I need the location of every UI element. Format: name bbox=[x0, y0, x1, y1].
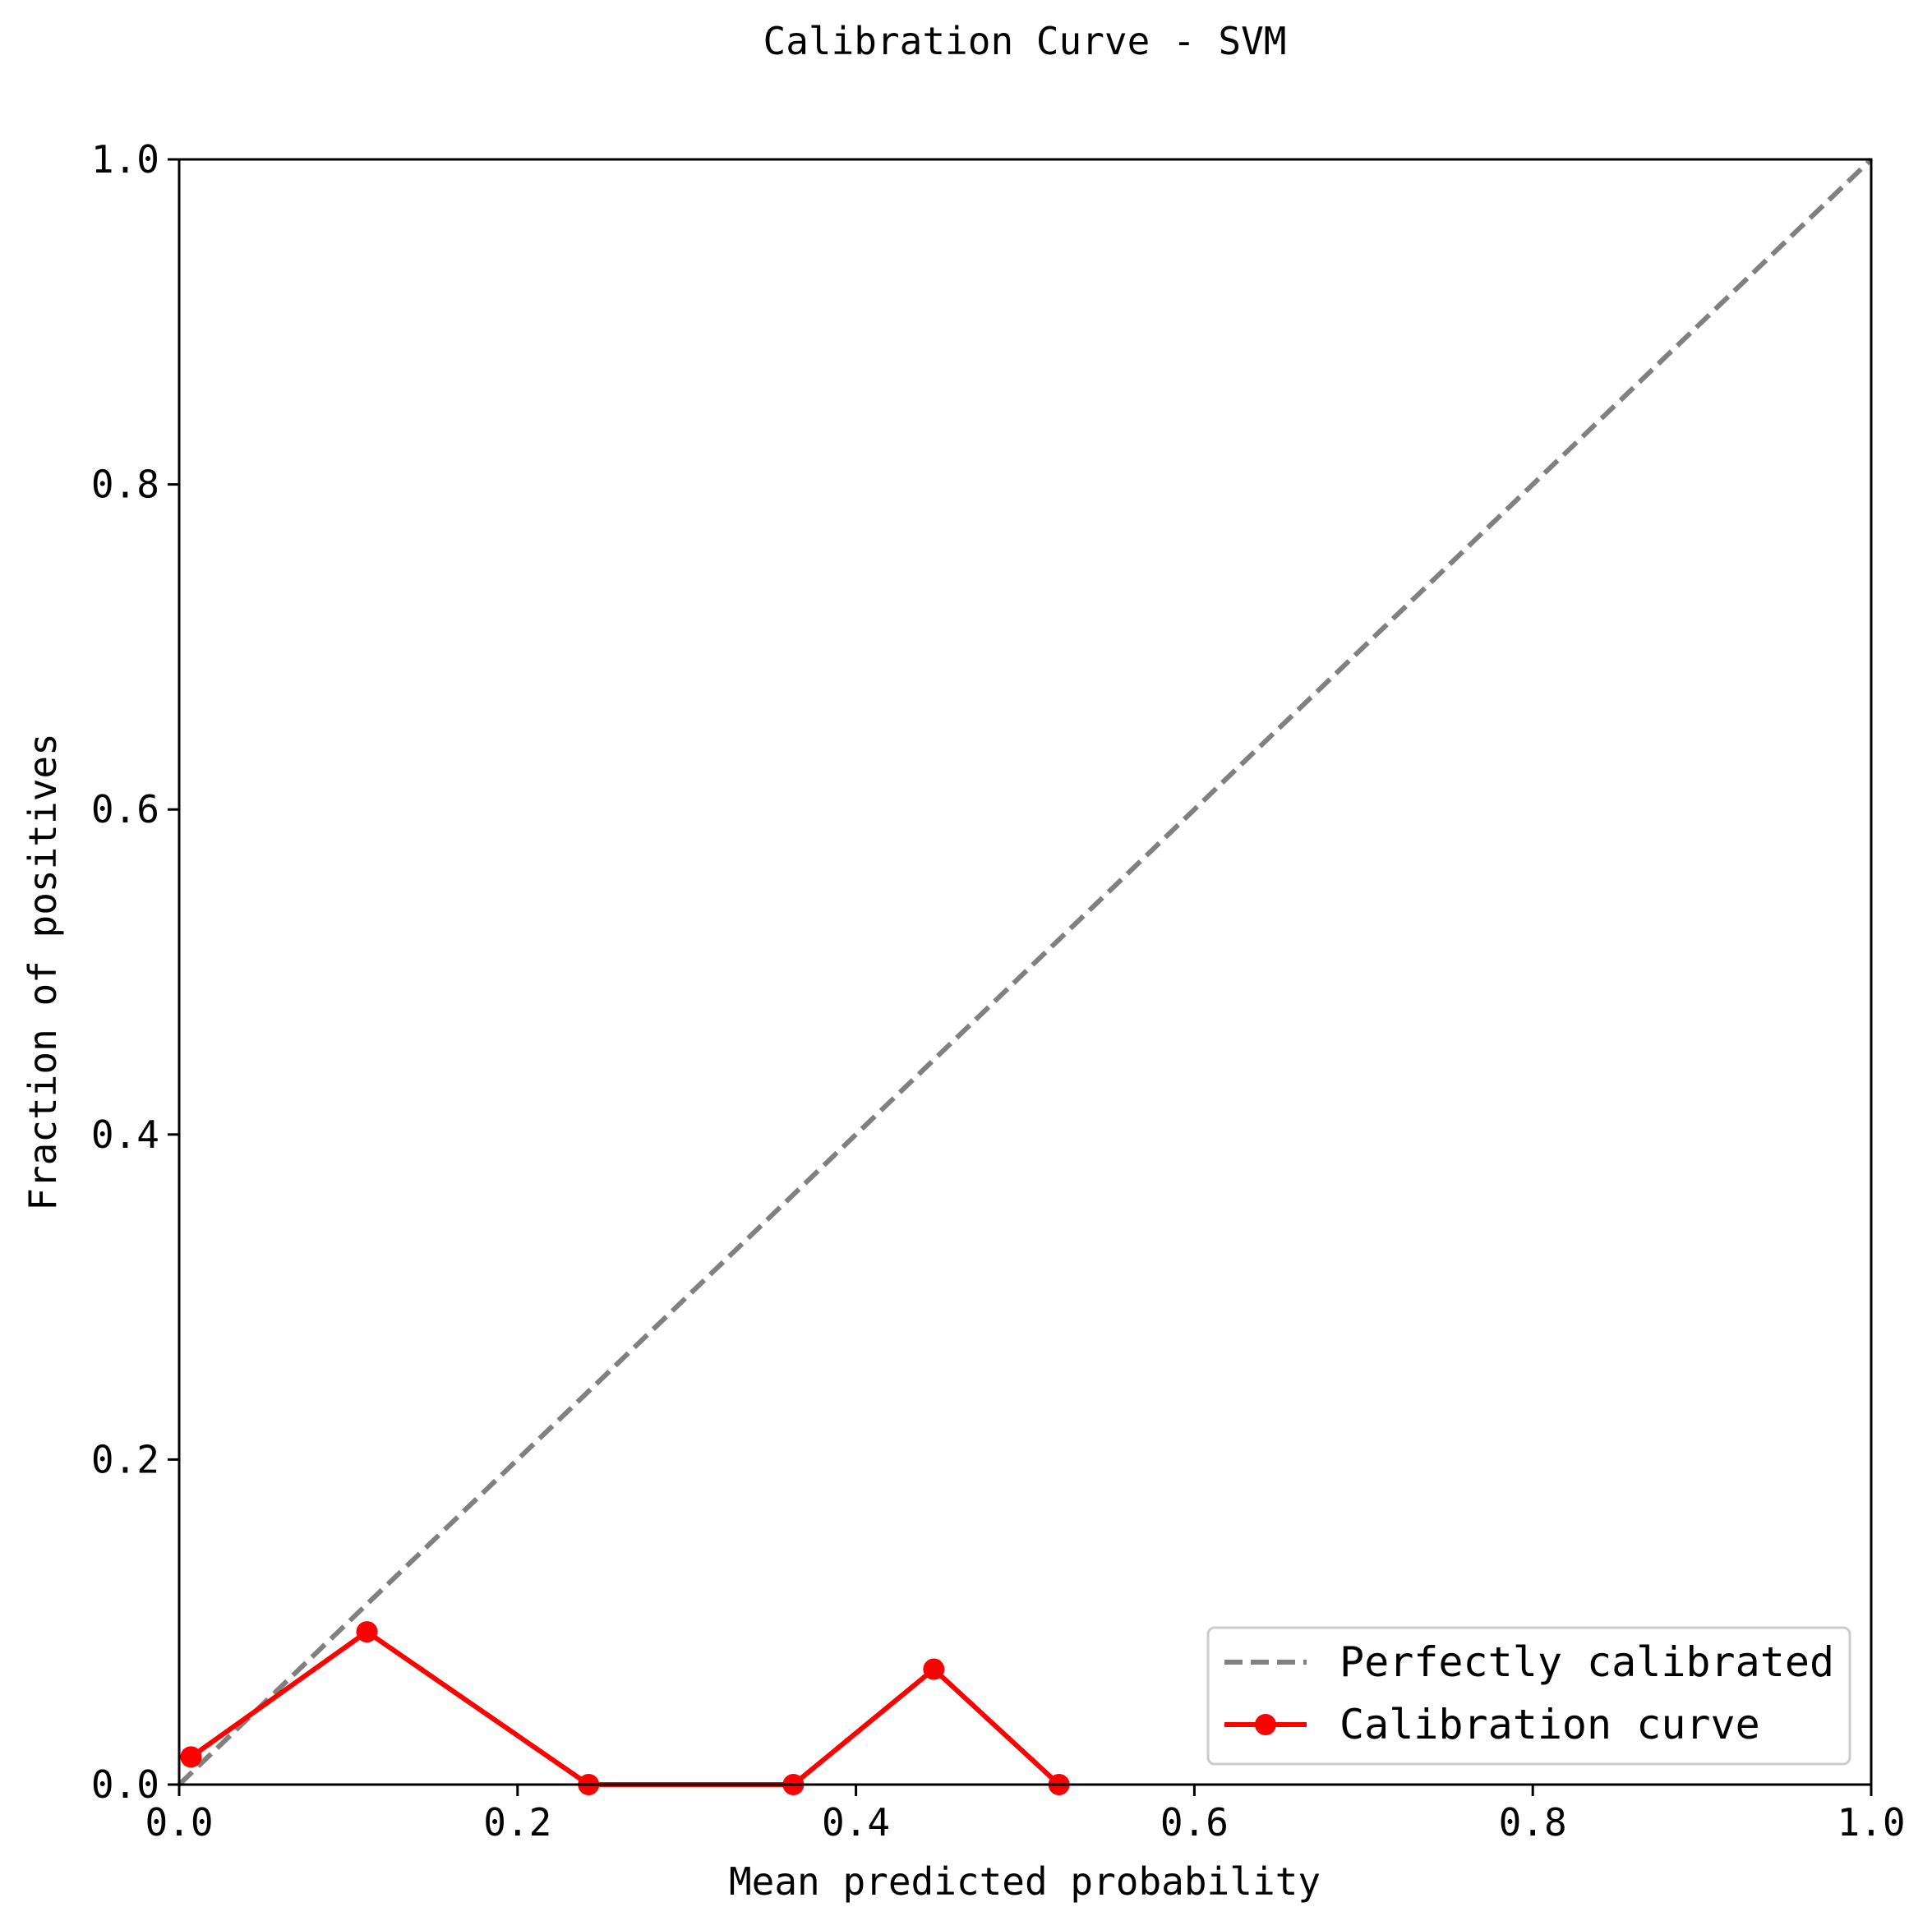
y-tick-label: 0.6 bbox=[91, 787, 159, 831]
series-point-calibration-curve bbox=[356, 1621, 378, 1643]
legend-label-calibration-curve: Calibration curve bbox=[1339, 1701, 1760, 1748]
y-tick-label: 1.0 bbox=[91, 137, 159, 182]
x-tick-label: 0.2 bbox=[483, 1800, 551, 1845]
x-tick-label: 0.4 bbox=[822, 1800, 890, 1845]
legend-box bbox=[1206, 1626, 1851, 1766]
legend: Perfectly calibrated Calibration curve bbox=[1206, 1626, 1851, 1766]
x-axis-label: Mean predicted probability bbox=[729, 1859, 1321, 1904]
y-tick-label: 0.2 bbox=[91, 1437, 159, 1481]
y-tick-label: 0.0 bbox=[91, 1762, 159, 1807]
axes-frame bbox=[178, 158, 1873, 1786]
series-line-perfectly-calibrated bbox=[177, 157, 1874, 1787]
x-tick-label: 0.8 bbox=[1499, 1800, 1567, 1845]
y-axis-ticks: 0.0 0.2 0.4 0.6 0.8 1.0 bbox=[91, 137, 179, 1807]
chart-title: Calibration Curve - SVM bbox=[763, 19, 1287, 63]
y-tick-label: 0.8 bbox=[91, 463, 159, 507]
series-point-calibration-curve bbox=[923, 1658, 945, 1680]
y-tick-label: 0.4 bbox=[91, 1112, 159, 1157]
x-tick-label: 0.6 bbox=[1160, 1800, 1229, 1845]
x-tick-label: 1.0 bbox=[1837, 1800, 1905, 1845]
y-axis-label: Fraction of positives bbox=[21, 733, 65, 1211]
x-tick-label: 0.0 bbox=[145, 1800, 213, 1845]
x-axis-ticks: 0.0 0.2 0.4 0.6 0.8 1.0 bbox=[145, 1785, 1906, 1845]
legend-marker-calibration-curve bbox=[1255, 1714, 1276, 1735]
series-point-calibration-curve bbox=[180, 1746, 202, 1768]
legend-label-perfectly-calibrated: Perfectly calibrated bbox=[1339, 1638, 1834, 1686]
